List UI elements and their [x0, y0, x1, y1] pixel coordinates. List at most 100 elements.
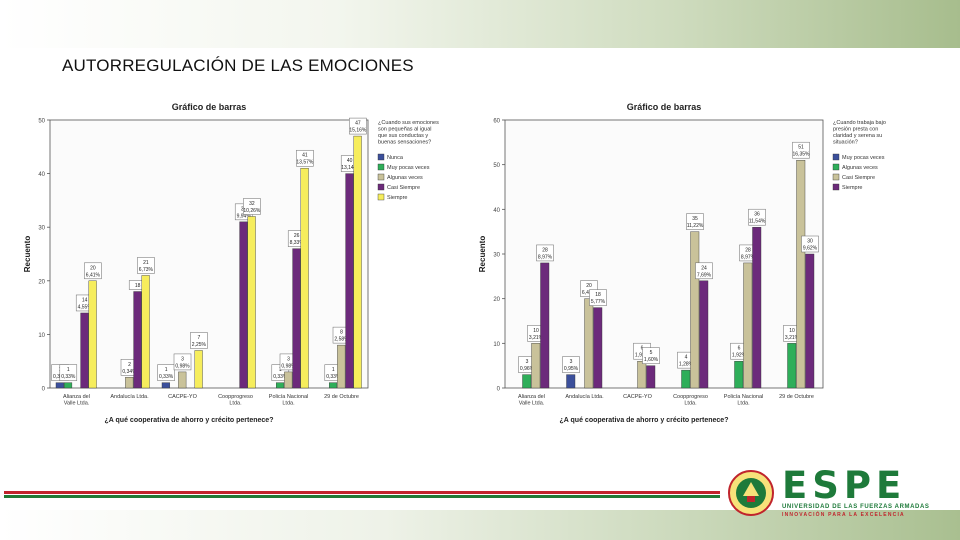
data-label-box [190, 332, 208, 349]
y-tick-label: 50 [38, 119, 45, 125]
y-tick-label: 30 [493, 253, 500, 259]
x-tick-label: Policía Nacional Ltda. [724, 394, 763, 407]
data-label-box [173, 353, 192, 371]
y-tick-label: 50 [493, 163, 500, 169]
data-label: 47 15,16% [349, 121, 367, 134]
bar [566, 374, 576, 389]
data-label-box [296, 149, 314, 167]
legend-entry: Casi Siempre [387, 185, 420, 191]
x-tick-label: Alianza del Valle Ltda. [518, 394, 545, 407]
data-label-box [801, 235, 819, 253]
data-label-box [589, 289, 607, 306]
y-axis-label: Recuento [23, 236, 32, 273]
x-tick-label: CACPE-YO [623, 394, 652, 400]
data-label: 8 2,58% [334, 330, 349, 343]
data-label: 41 13,57% [296, 153, 314, 166]
legend-entry: Nunca [387, 155, 404, 161]
plot-area [504, 119, 824, 389]
bar [584, 298, 594, 389]
data-label: 4 1,28% [679, 355, 694, 368]
bar [247, 216, 256, 389]
bar [805, 253, 815, 389]
data-label-box [562, 356, 580, 373]
y-tick-label: 10 [493, 342, 500, 348]
data-label: 2 0,34% [122, 362, 137, 375]
x-axis-label: ¿A qué cooperativa de ahorro y crécito p… [560, 417, 729, 424]
data-label: 36 11,54% [749, 212, 766, 225]
logo-wordmark: ESPE [782, 464, 907, 507]
x-axis-label: ¿A qué cooperativa de ahorro y crécito p… [105, 417, 274, 424]
x-tick-label: 29 de Octubre [324, 394, 359, 400]
bar [292, 248, 301, 389]
data-label-box [686, 213, 704, 230]
bar [345, 173, 354, 389]
slide-title: AUTORREGULACIÓN DE LAS EMOCIONES [62, 56, 414, 75]
bar [329, 382, 338, 389]
legend-swatch [832, 153, 840, 161]
data-label: 30 9,62% [803, 239, 818, 252]
bar [284, 371, 293, 389]
legend-swatch [832, 183, 840, 191]
data-label-box [243, 198, 261, 215]
university-seal-icon [728, 470, 774, 516]
bar [699, 280, 709, 389]
legend-entry: Muy pocas veces [387, 165, 430, 171]
data-label-box [536, 244, 554, 262]
bar [752, 226, 762, 389]
chart-title: Gráfico de barras [172, 102, 247, 112]
data-label: 18 [135, 283, 141, 289]
legend-title: ¿Cuando sus emociones son pequeñas al igu… [378, 120, 439, 146]
data-label: 3 0,95% [564, 359, 579, 372]
bar [637, 361, 647, 389]
legend-title: ¿Cuando trabaja bajo presión presta con cl… [833, 120, 886, 146]
data-label: 3 0,98% [175, 356, 190, 369]
legend-swatch [377, 163, 385, 171]
x-tick-label: Andalucía Ltda. [110, 394, 149, 400]
bar [787, 343, 797, 389]
bar [178, 371, 187, 389]
x-tick-label: Coopprogreso Ltda. [218, 394, 253, 407]
data-label-box [84, 262, 102, 280]
data-label: 32 10,26% [243, 201, 261, 214]
bar-chart-right: Gráfico de barras 0 10 20 30 40 50 60 Recuento 3 0… [478, 102, 886, 424]
plot-area [49, 119, 369, 389]
data-label: 14 4,55% [78, 297, 93, 310]
bar [337, 344, 346, 389]
data-label-box [157, 364, 175, 381]
logo-subtitle: UNIVERSIDAD DE LAS FUERZAS ARMADAS [782, 504, 930, 510]
data-label: 51 16,35% [793, 145, 811, 158]
x-tick-label: CACPE-YO [168, 394, 197, 400]
bar [80, 312, 89, 389]
y-tick-label: 40 [493, 208, 500, 214]
data-label: 24 7,69% [697, 265, 712, 278]
x-tick-label: Policía Nacional Ltda. [269, 394, 308, 407]
bar [194, 350, 203, 389]
bar [125, 377, 134, 389]
legend-entry: Muy pocas veces [842, 155, 885, 161]
legend-swatch [377, 183, 385, 191]
y-tick-label: 30 [38, 226, 45, 232]
y-tick-label: 20 [493, 297, 500, 303]
y-tick-label: 0 [42, 387, 46, 393]
bar [690, 231, 700, 389]
legend-entry: Siempre [387, 195, 407, 201]
bar [239, 221, 248, 389]
logo-tagline: INNOVACIÓN PARA LA EXCELENCIA [782, 512, 905, 518]
legend-entry: Algunas veces [387, 175, 423, 181]
bar [141, 275, 150, 389]
data-label: 18 5,77% [591, 292, 606, 305]
bar [646, 365, 656, 389]
red-divider-line [4, 491, 720, 494]
bar [353, 135, 362, 389]
bar [681, 369, 691, 389]
y-axis-label: Recuento [478, 236, 487, 273]
y-tick-label: 60 [493, 119, 500, 125]
x-tick-label: 29 de Octubre [779, 394, 814, 400]
bar-chart-left: Gráfico de barras 0 10 20 30 40 50 Recuento 1 0,3… [23, 102, 439, 424]
x-tick-label: Alianza del Valle Ltda. [63, 394, 90, 407]
legend-swatch [832, 163, 840, 171]
data-label-box [137, 257, 155, 274]
